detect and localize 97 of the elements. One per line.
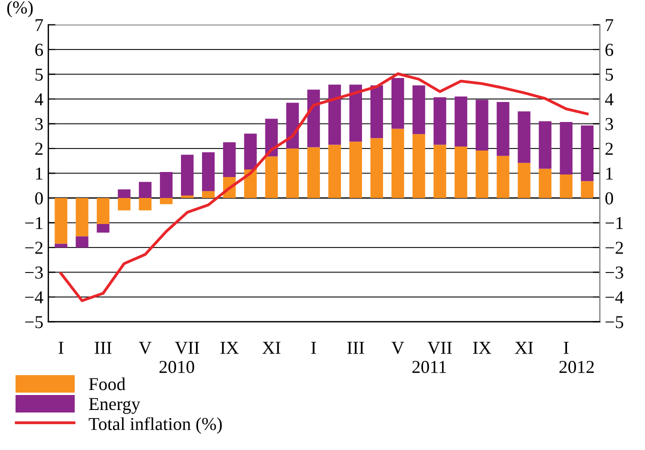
x-tick-label: VII [428, 342, 452, 354]
y-tick-label: −5 [25, 316, 43, 328]
y-tick-label: −1 [25, 217, 42, 230]
bar [202, 152, 215, 192]
x-tick-label: I [311, 342, 316, 354]
bar [307, 90, 320, 148]
bar [434, 97, 446, 145]
y2-tick-label: 1 [606, 168, 613, 180]
y2-tick-label: −5 [606, 316, 624, 328]
text: 2011 [412, 360, 446, 374]
bar [96, 198, 110, 224]
x-tick-label: VII [174, 342, 200, 354]
bar [76, 236, 88, 248]
y-tick-label: −2 [25, 242, 43, 254]
y-tick-label: 0 [35, 192, 43, 204]
bar [328, 84, 341, 145]
y2-tick-label: −4 [606, 291, 624, 304]
bar [538, 168, 552, 198]
x-tick-label: IX [473, 342, 492, 354]
x-tick-label: I [58, 342, 64, 354]
bar [223, 142, 236, 177]
bar [476, 100, 488, 150]
bar [265, 118, 278, 156]
bar [180, 154, 194, 196]
bar [518, 162, 530, 198]
bar [412, 134, 426, 198]
bar [54, 244, 68, 248]
bar [434, 144, 446, 198]
bar [391, 128, 404, 198]
bar [580, 181, 594, 198]
y2-tick-label: 6 [605, 44, 614, 56]
bar [202, 191, 215, 198]
bar [286, 102, 299, 148]
y2-tick-label: −1 [606, 217, 623, 230]
bar [138, 182, 152, 198]
text: 2012 [559, 360, 594, 374]
bar [118, 189, 130, 198]
y-tick-label: 1 [36, 168, 42, 180]
x-tick-label: III [347, 342, 364, 354]
legend-label: Total inflation (%) [88, 417, 222, 434]
bar [328, 144, 341, 198]
bar [580, 125, 594, 182]
bar [138, 198, 152, 210]
y2-tick-label: −3 [606, 266, 624, 279]
y2-tick-label: −2 [606, 242, 623, 254]
x-tick-label: IX [220, 342, 239, 354]
y-tick-label: −3 [25, 266, 43, 279]
bar [370, 138, 384, 198]
bar [476, 150, 488, 198]
bar [496, 102, 510, 156]
bar [454, 146, 468, 198]
y2-tick-label: 7 [606, 19, 614, 32]
y-tick-label: 4 [34, 93, 44, 106]
x-tick-label: I [564, 342, 569, 354]
y-tick-label: 5 [36, 68, 43, 81]
bar [244, 134, 257, 170]
bar [454, 96, 468, 147]
bar [160, 172, 173, 198]
x-tick-label: XI [514, 342, 533, 354]
y-tick-label: −4 [25, 291, 44, 304]
y2-tick-label: 3 [606, 118, 614, 130]
y-tick-label: 3 [35, 118, 43, 130]
bar [244, 170, 257, 198]
bar [560, 122, 572, 174]
bar [349, 142, 362, 198]
bar [76, 198, 88, 236]
y2-tick-label: 0 [605, 192, 614, 204]
legend-label: Food [88, 377, 126, 390]
x-tick-label: XI [262, 342, 280, 354]
bar [370, 85, 384, 138]
bar [412, 85, 426, 134]
y-axis-title: (%) [7, 0, 33, 18]
bar [560, 174, 572, 198]
y-tick-label: 7 [36, 19, 43, 32]
bar [54, 198, 68, 244]
line-series [60, 72, 589, 302]
x-tick-label: III [94, 342, 112, 354]
bar [349, 84, 362, 142]
bar [518, 111, 530, 163]
bar [391, 78, 404, 129]
y-tick-label: 6 [35, 44, 43, 56]
bar [96, 224, 110, 233]
x-tick-label: V [138, 342, 152, 354]
y-tick-label: 2 [35, 142, 43, 155]
y2-tick-label: 5 [606, 68, 614, 81]
bar [538, 121, 552, 169]
text: 2010 [160, 360, 194, 374]
bar [496, 156, 510, 198]
y2-tick-label: 4 [605, 93, 614, 106]
y2-tick-label: 2 [606, 142, 613, 155]
x-tick-label: V [391, 342, 404, 354]
bar [160, 198, 173, 204]
bar [265, 156, 278, 198]
bar [286, 148, 299, 198]
bar [118, 198, 130, 210]
bar [307, 147, 320, 198]
legend-label: Energy [88, 398, 140, 414]
